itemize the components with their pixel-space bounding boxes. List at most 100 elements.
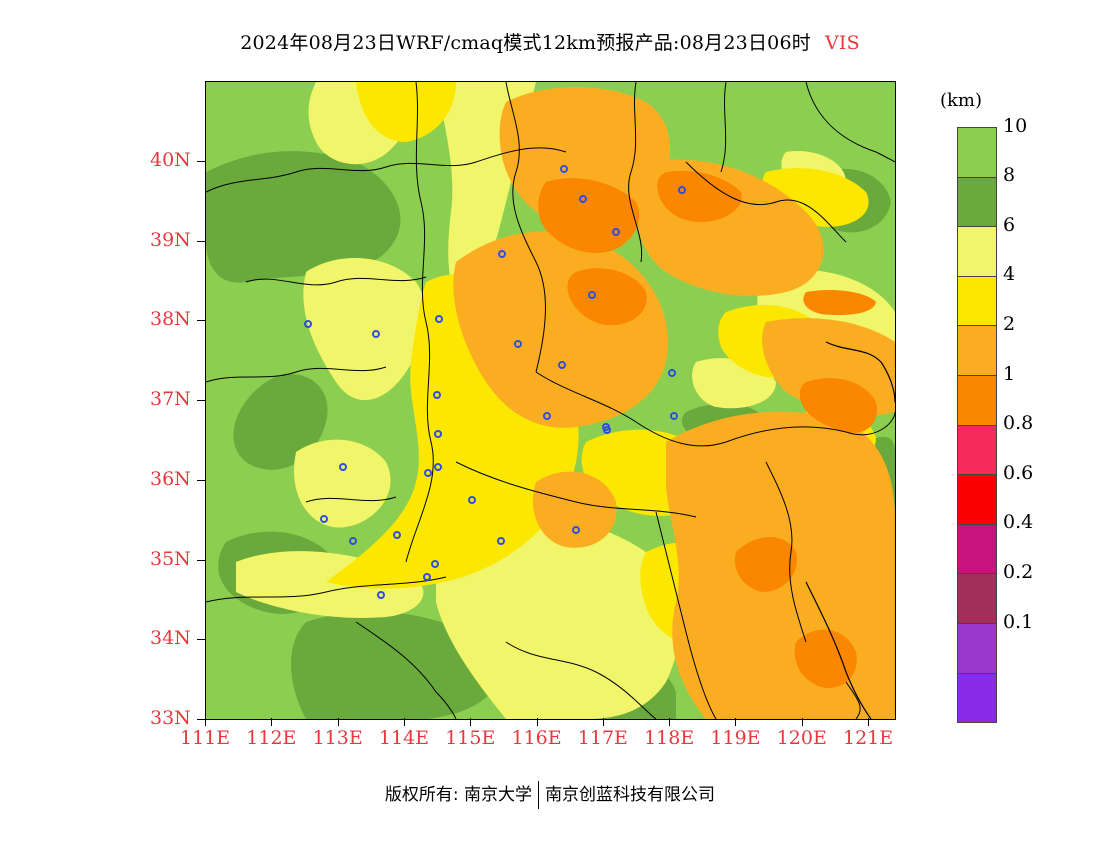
legend-label: 0.1 <box>1003 610 1034 633</box>
longitude-tick <box>205 718 206 726</box>
title-text: 2024年08月23日WRF/cmaq模式12km预报产品:08月23日06时 <box>240 32 811 54</box>
legend-color-cell <box>957 475 997 525</box>
city-marker <box>497 537 505 545</box>
legend-label: 0.8 <box>1003 412 1034 435</box>
city-marker <box>603 426 611 434</box>
latitude-tick <box>197 161 205 162</box>
legend-label: 10 <box>1003 114 1028 137</box>
legend-label: 0.2 <box>1003 561 1034 583</box>
legend-color-cell <box>957 227 997 277</box>
city-marker <box>434 430 442 438</box>
city-marker <box>372 330 380 338</box>
city-marker <box>434 463 442 471</box>
legend-color-cell <box>957 574 997 624</box>
legend-color-cell <box>957 326 997 376</box>
longitude-tick <box>536 718 538 726</box>
copyright-footer: 版权所有: 南京大学 南京创蓝科技有限公司 <box>0 780 1100 809</box>
latitude-tick <box>197 240 205 242</box>
legend-color-cell <box>957 177 997 228</box>
orange-areas <box>538 170 877 688</box>
longitude-tick <box>337 718 339 726</box>
legend-label: 6 <box>1003 213 1016 236</box>
city-marker <box>572 526 580 534</box>
city-marker <box>612 228 620 236</box>
longitude-label: 119E <box>710 727 761 749</box>
longitude-label: 113E <box>312 727 363 749</box>
legend-color-cell <box>957 276 997 327</box>
city-marker <box>304 320 312 328</box>
city-marker <box>320 515 328 523</box>
longitude-tick <box>669 718 671 726</box>
legend-color-cell <box>957 375 997 426</box>
legend-label: 1 <box>1003 362 1016 385</box>
city-markers <box>304 165 686 599</box>
latitude-label: 34N <box>150 627 191 650</box>
latitude-tick <box>197 400 205 402</box>
city-marker <box>468 496 476 504</box>
longitude-tick <box>602 718 604 726</box>
longitude-tick <box>801 718 803 726</box>
latitude-label: 40N <box>150 149 191 171</box>
boundary-lines <box>206 82 895 719</box>
city-marker <box>349 537 357 545</box>
legend-color-cell <box>957 425 997 476</box>
longitude-label: 117E <box>577 727 628 749</box>
legend-color-cell <box>957 127 997 178</box>
map-panel <box>205 81 896 720</box>
legend-label: 2 <box>1003 313 1016 335</box>
longitude-tick <box>735 718 737 726</box>
city-marker <box>423 573 431 581</box>
longitude-label: 111E <box>180 727 231 749</box>
latitude-label: 36N <box>150 467 191 490</box>
footer-divider <box>538 781 540 809</box>
chart-title: 2024年08月23日WRF/cmaq模式12km预报产品:08月23日06时 V… <box>0 28 1100 55</box>
city-marker <box>498 250 506 258</box>
legend-color-cell <box>957 673 997 724</box>
city-marker <box>431 560 439 568</box>
legend-label: 8 <box>1003 164 1016 187</box>
longitude-tick <box>868 718 869 726</box>
city-marker <box>558 361 566 369</box>
longitude-label: 118E <box>644 727 695 749</box>
city-marker <box>339 463 347 471</box>
color-legend <box>957 127 997 724</box>
coastline <box>805 341 895 719</box>
latitude-label: 39N <box>150 228 191 251</box>
city-marker <box>668 369 676 377</box>
footer-left: 版权所有: 南京大学 <box>384 785 533 805</box>
city-marker <box>543 412 551 420</box>
longitude-tick <box>470 718 472 726</box>
legend-unit: (km) <box>940 90 983 111</box>
visibility-map <box>206 82 895 719</box>
city-marker <box>393 531 401 539</box>
legend-label: 0.4 <box>1003 511 1034 534</box>
legend-label: 0.6 <box>1003 461 1034 484</box>
latitude-label: 38N <box>150 308 191 331</box>
legend-color-cell <box>957 623 997 674</box>
city-marker <box>579 195 587 203</box>
longitude-tick <box>271 718 273 726</box>
legend-color-cell <box>957 524 997 575</box>
legend-label: 4 <box>1003 263 1016 286</box>
latitude-label: 33N <box>150 706 191 729</box>
longitude-label: 121E <box>843 727 894 749</box>
city-marker <box>560 165 568 173</box>
latitude-label: 37N <box>150 388 191 411</box>
city-marker <box>514 340 522 348</box>
longitude-tick <box>403 718 405 726</box>
latitude-tick <box>197 718 205 720</box>
city-marker <box>670 412 678 420</box>
longitude-label: 120E <box>776 727 827 749</box>
city-marker <box>678 186 686 194</box>
longitude-label: 114E <box>378 727 430 749</box>
city-marker <box>588 291 596 299</box>
longitude-label: 116E <box>511 727 562 749</box>
latitude-label: 35N <box>150 547 191 570</box>
city-marker <box>433 391 441 399</box>
city-marker <box>424 469 432 477</box>
latitude-tick <box>197 479 205 481</box>
footer-right: 南京创蓝科技有限公司 <box>545 785 716 805</box>
latitude-tick <box>197 639 205 641</box>
variable-label: VIS <box>824 32 860 54</box>
latitude-tick <box>197 320 205 322</box>
